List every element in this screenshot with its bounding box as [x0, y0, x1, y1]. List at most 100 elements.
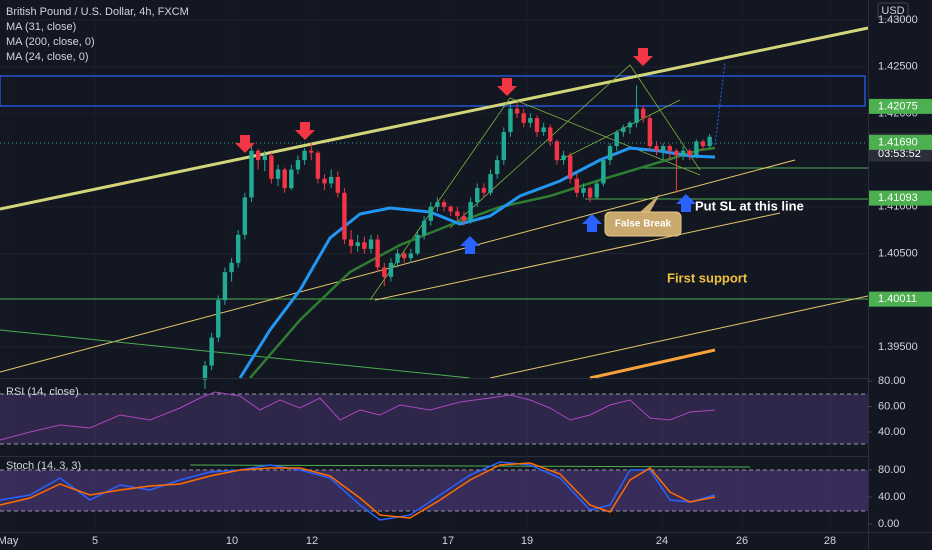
currency: USD [881, 5, 904, 17]
candle-body [262, 155, 267, 161]
annotation: Put SL at this line [695, 198, 804, 213]
indicator-label: MA (31, close) [6, 21, 76, 33]
candle-body [641, 108, 646, 119]
price-tick-label: 1.40500 [878, 247, 918, 259]
date-label: 28 [824, 535, 836, 547]
price-tag-label: 1.41690 [878, 136, 918, 148]
candle-body [222, 272, 228, 301]
candle-body [694, 141, 699, 156]
indicator-tick-label: 60.00 [878, 400, 906, 412]
candle-body [255, 150, 261, 161]
candle-body [601, 160, 606, 184]
candle-body [455, 211, 460, 217]
date-label: 26 [736, 535, 748, 547]
resistance-zone [0, 75, 866, 107]
candle-body [229, 262, 234, 273]
stoch-band [0, 470, 868, 511]
candle-body [302, 150, 307, 161]
stoch-k [0, 461, 716, 521]
date-label: 17 [442, 535, 454, 547]
indicator-tick-label: 80.00 [878, 375, 906, 387]
candle-body [275, 169, 281, 179]
date-label: May [0, 535, 19, 547]
candle-body [461, 216, 467, 221]
date-label: 5 [92, 535, 98, 547]
callout [604, 211, 682, 237]
candle-body [568, 155, 573, 179]
candle-body [395, 253, 400, 263]
candle-body [660, 146, 666, 151]
candles [202, 85, 712, 389]
candle-body [647, 118, 653, 147]
candle-body [202, 365, 208, 380]
candle-body [209, 337, 214, 366]
candle-body [348, 239, 354, 247]
candle-body [249, 150, 254, 198]
price-tag [869, 98, 932, 114]
candle-body [335, 176, 340, 193]
indicator-label: MA (24, close, 0) [6, 51, 89, 63]
candle-body [282, 169, 287, 189]
candle-body [494, 160, 500, 175]
candle-body [680, 150, 686, 156]
candle-body [408, 253, 414, 259]
price-tag [869, 134, 932, 150]
candle-body [322, 178, 327, 184]
candle-body [481, 188, 487, 193]
candle-body [368, 239, 374, 249]
candle-body [421, 220, 427, 235]
candle-body [674, 150, 679, 156]
candle-body [328, 176, 334, 184]
ma-200 [249, 146, 716, 379]
callout-text: False Break [615, 219, 672, 230]
date-label: 19 [521, 535, 533, 547]
channel-low [489, 295, 869, 379]
candle-body [236, 234, 241, 263]
candle-body [289, 169, 294, 189]
candle-body [607, 146, 613, 161]
indicator-tick-label: 0.00 [878, 518, 899, 530]
indicator-tick-label: 80.00 [878, 464, 906, 476]
rsi-band [0, 394, 868, 444]
candle-body [468, 202, 473, 221]
candle-body [355, 242, 360, 247]
rsi-title: RSI (14, close) [6, 386, 79, 398]
indicator-label: MA (200, close, 0) [6, 36, 95, 48]
projection [714, 61, 726, 146]
candle-body [654, 146, 659, 151]
candle-body [269, 155, 274, 179]
candle-body [508, 108, 513, 133]
price-tag-label: 1.42075 [878, 100, 918, 112]
ma-31 [238, 146, 716, 379]
green-line [0, 329, 471, 379]
candle-body [216, 300, 221, 338]
candle-body [402, 253, 407, 259]
candle-body [448, 206, 453, 212]
annotation: First support [667, 270, 748, 285]
orange-line [589, 348, 716, 380]
date-label: 12 [306, 535, 318, 547]
candle-body [242, 197, 248, 235]
sell-arrows [235, 48, 653, 153]
candle-body [435, 202, 440, 207]
candle-body [514, 108, 520, 114]
date-label: 10 [226, 535, 238, 547]
currency-box [877, 2, 909, 20]
candle-body [521, 113, 526, 123]
price-tag [869, 291, 932, 307]
indicator-tick-label: 40.00 [878, 426, 906, 438]
candle-body [700, 141, 706, 147]
candle-body [388, 262, 394, 277]
candle-body [295, 160, 301, 170]
buy-arrows [460, 194, 696, 254]
candle-body [634, 108, 639, 123]
candle-body [441, 202, 447, 207]
candle-body [667, 146, 672, 151]
price-tick-label: 1.42500 [878, 61, 918, 73]
candle-body [375, 239, 380, 268]
candle-body [382, 267, 387, 277]
price-tick-label: 1.43000 [878, 14, 918, 26]
candle-body [534, 118, 540, 133]
stoch-level [189, 464, 751, 468]
candle-body [587, 188, 593, 198]
